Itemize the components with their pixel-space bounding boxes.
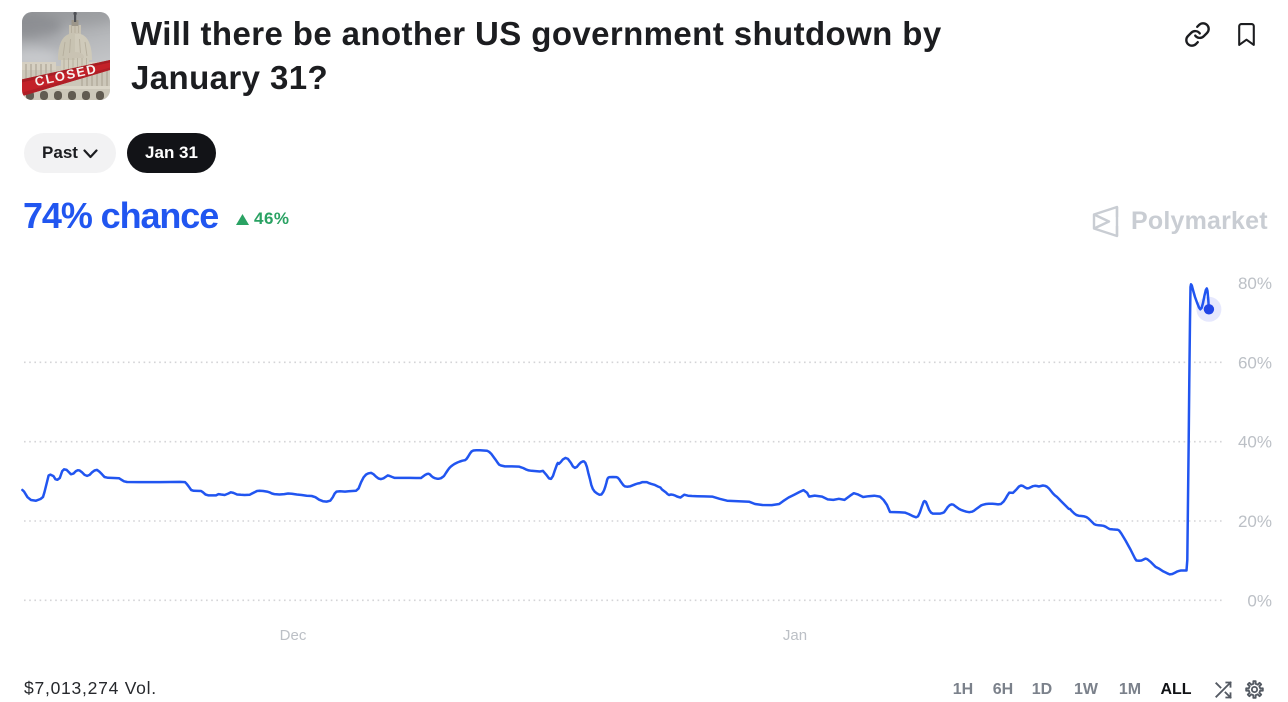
- svg-text:60%: 60%: [1238, 353, 1272, 372]
- svg-text:80%: 80%: [1238, 274, 1272, 293]
- svg-text:Dec: Dec: [280, 627, 307, 644]
- svg-text:20%: 20%: [1238, 512, 1272, 531]
- svg-text:Jan: Jan: [783, 627, 807, 644]
- svg-text:0%: 0%: [1247, 591, 1272, 610]
- svg-text:40%: 40%: [1238, 433, 1272, 452]
